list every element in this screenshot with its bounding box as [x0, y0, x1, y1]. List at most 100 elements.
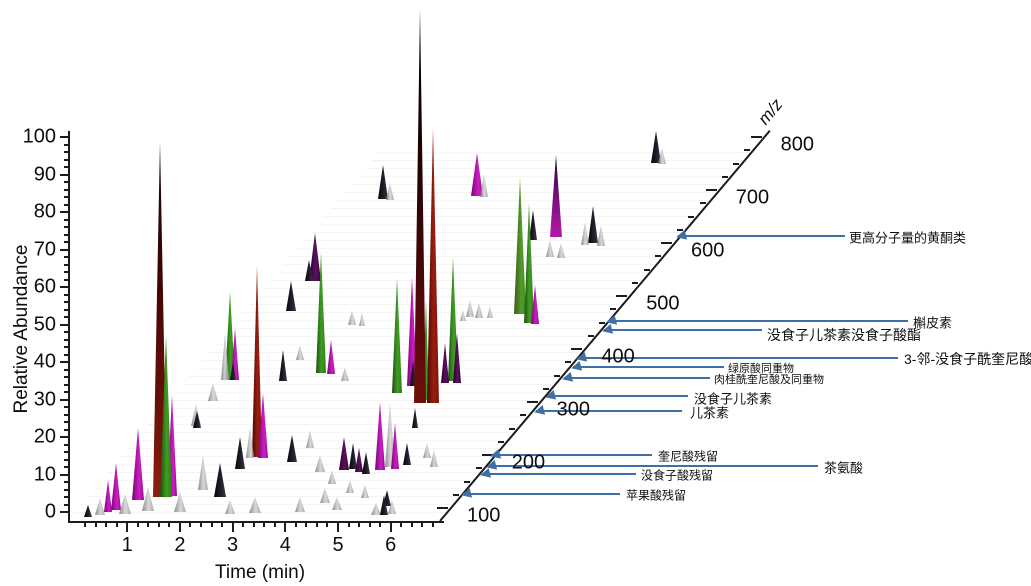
waterfall-row-ridge — [344, 192, 718, 193]
waterfall-row-ridge — [148, 424, 522, 425]
y-major-tick — [60, 136, 68, 138]
waterfall-row-ridge — [134, 440, 508, 441]
mz-minor-tick — [464, 480, 471, 483]
peak-gry — [249, 497, 261, 513]
mz-major-tick — [526, 401, 538, 403]
waterfall-row-ridge — [182, 384, 556, 385]
waterfall-row-ridge — [290, 256, 664, 257]
peak-gry — [460, 310, 466, 321]
waterfall-row-ridge — [100, 480, 474, 481]
y-major-tick — [60, 286, 68, 288]
mz-minor-tick — [744, 149, 751, 152]
waterfall-row-ridge — [121, 456, 495, 457]
waterfall-row-ridge — [378, 152, 752, 153]
mz-major-tick — [481, 454, 493, 456]
annotation-arrow-line — [608, 320, 908, 322]
mz-tick-label: 500 — [646, 292, 680, 315]
y-minor-tick — [64, 316, 68, 318]
peak-gry — [430, 450, 438, 467]
x-minor-tick — [294, 521, 297, 527]
mz-major-tick — [571, 348, 583, 350]
peak-red — [252, 266, 262, 457]
y-minor-tick — [64, 421, 68, 423]
peak-gry — [658, 148, 666, 164]
annotation-arrowhead — [560, 371, 574, 385]
x-minor-tick — [431, 521, 434, 527]
peak-gry — [466, 300, 474, 317]
y-minor-tick — [64, 271, 68, 273]
y-minor-tick — [64, 503, 68, 506]
y-minor-tick — [64, 203, 68, 206]
peak-mag — [111, 463, 121, 510]
x-tick-label: 1 — [121, 534, 133, 556]
peak-blk — [287, 435, 297, 462]
y-tick-label: 30 — [33, 388, 56, 410]
peak-pur — [339, 437, 349, 470]
peak-gry — [423, 443, 431, 458]
x-minor-tick — [168, 521, 171, 527]
y-major-tick — [60, 511, 68, 513]
annotation-arrow-line — [463, 493, 620, 495]
mz-minor-tick — [610, 308, 616, 311]
mz-tick-label: 100 — [467, 504, 501, 527]
peak-grn — [316, 252, 326, 373]
x-minor-tick — [410, 521, 413, 527]
peak-gry — [385, 403, 395, 467]
peak-blk — [362, 452, 370, 474]
mz-major-tick — [750, 136, 762, 138]
waterfall-row-ridge — [216, 344, 590, 345]
waterfall-row-ridge — [324, 216, 698, 217]
y-minor-tick — [64, 428, 68, 431]
waterfall-row-ridge — [358, 176, 732, 177]
y-minor-tick — [64, 338, 68, 341]
y-major-tick — [60, 473, 68, 476]
y-minor-tick — [64, 353, 68, 356]
waterfall-row-ridge — [331, 208, 705, 209]
waterfall-row-ridge — [351, 184, 725, 185]
peak-blk — [230, 363, 236, 380]
peak-grn — [524, 203, 534, 323]
annotation-label: 茶氨酸 — [824, 460, 864, 476]
annotation-arrowhead — [543, 389, 557, 403]
annotation-label: 3-邻-没食子酰奎尼酸 — [904, 351, 1031, 367]
peak-gry — [557, 243, 565, 258]
peak-gry — [597, 225, 605, 246]
peak-dred2 — [414, 9, 426, 403]
y-tick-label: 50 — [33, 313, 56, 335]
peak-pur — [441, 343, 449, 383]
waterfall-row-ridge — [276, 272, 650, 273]
waterfall-row-ridge — [202, 360, 576, 361]
x-minor-tick — [105, 521, 108, 527]
peak-gry — [221, 333, 229, 380]
peak-gry — [388, 500, 396, 514]
peak-gry — [296, 345, 304, 360]
mz-minor-tick — [587, 334, 594, 337]
peak-blk — [84, 505, 92, 517]
mz-major-tick — [661, 242, 672, 244]
annotation-label: 没食子儿茶素没食子酸酯 — [767, 327, 921, 343]
y-minor-tick — [64, 496, 68, 498]
mz-minor-tick — [632, 281, 639, 284]
x-tick-label: 4 — [279, 534, 291, 556]
y-minor-tick — [64, 391, 68, 393]
waterfall-row-ridge — [114, 464, 488, 465]
x-axis-title: Time (min) — [215, 562, 306, 583]
x-tick-label: 5 — [332, 534, 344, 556]
y-minor-tick — [64, 233, 68, 236]
waterfall-row-ridge — [188, 376, 562, 377]
peak-gry — [341, 367, 349, 381]
x-minor-tick — [136, 521, 139, 527]
mz-tick-label: 400 — [601, 345, 635, 368]
x-major-tick — [178, 521, 181, 532]
y-minor-tick — [64, 293, 68, 296]
x-tick-label: 6 — [385, 534, 397, 556]
annotation-arrow-line — [604, 329, 762, 331]
waterfall-row-ridge — [175, 392, 549, 393]
peak-mag — [391, 423, 399, 469]
y-minor-tick — [64, 346, 68, 348]
peak-gry — [546, 240, 554, 257]
peak-blk — [235, 437, 245, 469]
y-major-tick — [60, 361, 68, 363]
y-minor-tick — [64, 458, 68, 461]
